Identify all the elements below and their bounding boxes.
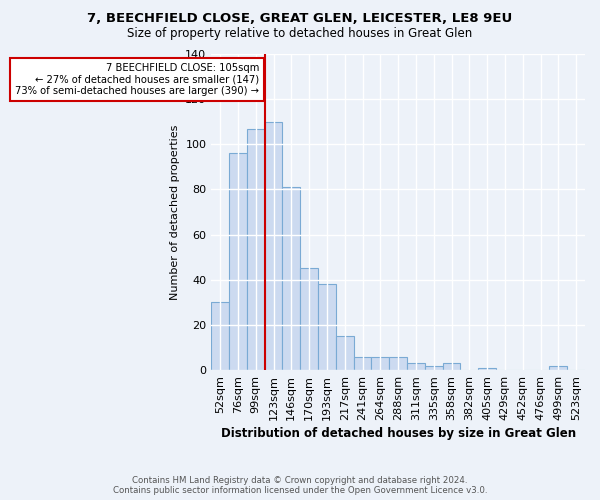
Text: 7, BEECHFIELD CLOSE, GREAT GLEN, LEICESTER, LE8 9EU: 7, BEECHFIELD CLOSE, GREAT GLEN, LEICEST… (88, 12, 512, 26)
Bar (425, 366, 443, 370)
Text: Size of property relative to detached houses in Great Glen: Size of property relative to detached ho… (127, 28, 473, 40)
Bar (318, 284, 336, 370)
Bar (478, 368, 496, 370)
Bar (300, 268, 318, 370)
Bar (443, 364, 460, 370)
Bar (283, 187, 300, 370)
Bar (407, 364, 425, 370)
Bar (389, 356, 407, 370)
Y-axis label: Number of detached properties: Number of detached properties (170, 124, 179, 300)
Bar (550, 366, 567, 370)
Bar (353, 356, 371, 370)
Bar (336, 336, 353, 370)
Bar (211, 302, 229, 370)
X-axis label: Distribution of detached houses by size in Great Glen: Distribution of detached houses by size … (221, 427, 575, 440)
Bar (371, 356, 389, 370)
Text: 7 BEECHFIELD CLOSE: 105sqm
← 27% of detached houses are smaller (147)
73% of sem: 7 BEECHFIELD CLOSE: 105sqm ← 27% of deta… (15, 63, 259, 96)
Bar (265, 122, 283, 370)
Bar (229, 154, 247, 370)
Bar (247, 128, 265, 370)
Text: Contains HM Land Registry data © Crown copyright and database right 2024.
Contai: Contains HM Land Registry data © Crown c… (113, 476, 487, 495)
